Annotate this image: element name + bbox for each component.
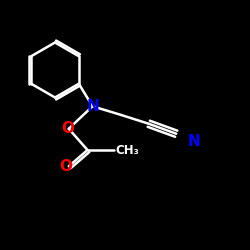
Text: O: O <box>61 121 74 136</box>
Text: O: O <box>60 159 73 174</box>
Text: CH₃: CH₃ <box>116 144 140 156</box>
Text: N: N <box>86 99 99 114</box>
Text: N: N <box>188 134 200 149</box>
